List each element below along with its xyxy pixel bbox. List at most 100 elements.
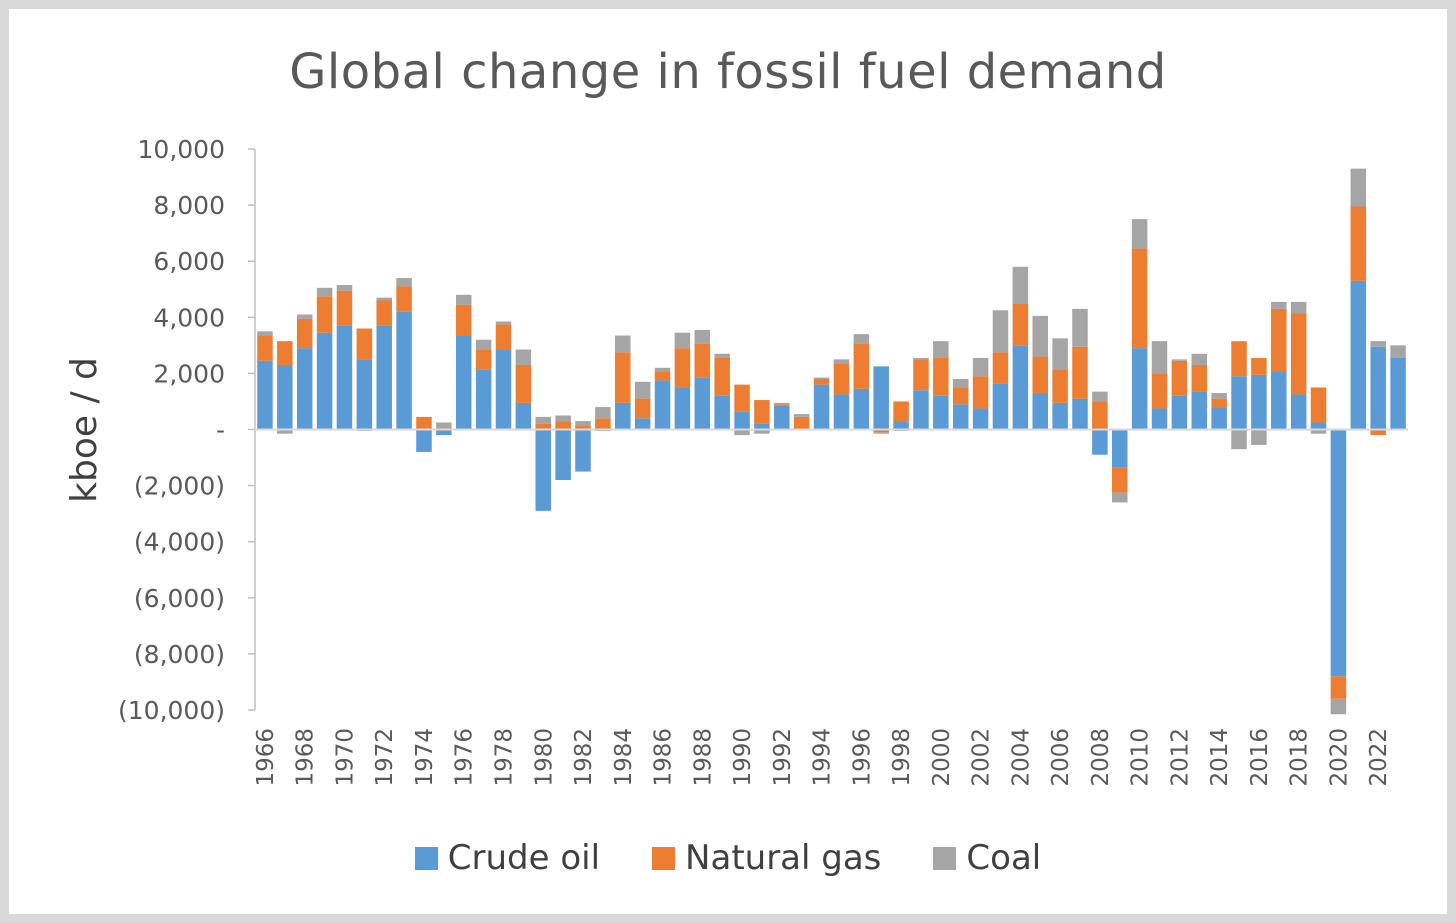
bar-natural-gas-2010 <box>1131 248 1148 349</box>
bar-crude-oil-1998 <box>893 421 909 430</box>
bar-natural-gas-1967 <box>277 341 293 365</box>
x-tick-label: 2018 <box>1287 728 1313 787</box>
y-tick-label: (4,000) <box>134 528 225 557</box>
bar-crude-oil-1975 <box>436 429 452 436</box>
bar-natural-gas-2005 <box>1032 356 1048 394</box>
legend-label-coal: Coal <box>966 838 1042 878</box>
bar-natural-gas-1985 <box>634 398 651 419</box>
y-tick-label: - <box>216 416 225 445</box>
bar-coal-2016 <box>1251 429 1267 445</box>
bar-crude-oil-1994 <box>813 384 830 430</box>
bar-natural-gas-2015 <box>1231 341 1247 377</box>
bar-natural-gas-1997 <box>873 429 889 433</box>
x-tick-label: 1992 <box>770 728 796 787</box>
y-tick-label: 4,000 <box>153 303 225 332</box>
bar-crude-oil-2019 <box>1310 422 1327 430</box>
bar-coal-1999 <box>913 357 929 360</box>
bar-crude-oil-2006 <box>1052 402 1068 430</box>
x-tick-label: 1980 <box>531 728 557 787</box>
bar-crude-oil-2020 <box>1330 429 1347 677</box>
bar-coal-1969 <box>316 287 333 297</box>
bar-crude-oil-2022 <box>1370 346 1386 430</box>
bar-crude-oil-1978 <box>495 349 512 430</box>
bar-natural-gas-2007 <box>1072 346 1088 399</box>
y-tick-label: (10,000) <box>118 696 225 725</box>
bar-natural-gas-1991 <box>754 400 770 424</box>
x-tick-label: 1996 <box>849 728 875 787</box>
bar-coal-1994 <box>813 377 830 380</box>
bar-coal-1985 <box>634 381 651 399</box>
x-tick-label: 1990 <box>730 728 756 787</box>
x-tick-label: 2006 <box>1048 728 1074 787</box>
bar-coal-2006 <box>1052 338 1068 370</box>
bar-crude-oil-1974 <box>416 429 432 452</box>
bar-natural-gas-2008 <box>1092 401 1108 430</box>
x-tick-label: 2022 <box>1366 728 1392 787</box>
bar-crude-oil-1976 <box>455 335 472 430</box>
bar-crude-oil-1984 <box>615 402 631 430</box>
x-tick-label: 1966 <box>253 728 279 787</box>
bar-crude-oil-1982 <box>575 429 591 472</box>
bar-coal-1989 <box>714 353 730 358</box>
bar-coal-1981 <box>555 415 571 422</box>
x-tick-label: 1976 <box>452 728 478 787</box>
bar-crude-oil-2010 <box>1131 348 1148 430</box>
bar-crude-oil-2013 <box>1191 391 1208 430</box>
bar-natural-gas-2020 <box>1330 676 1347 699</box>
x-tick-label: 2004 <box>1008 728 1034 787</box>
bar-coal-2013 <box>1191 353 1208 365</box>
bar-coal-1983 <box>595 407 611 419</box>
x-tick-label: 1994 <box>810 728 836 787</box>
bar-crude-oil-2004 <box>1012 345 1029 430</box>
bar-coal-2017 <box>1271 301 1287 309</box>
bar-natural-gas-2001 <box>952 387 969 405</box>
bar-natural-gas-1990 <box>734 384 750 412</box>
bar-coal-1992 <box>774 402 790 405</box>
bar-crude-oil-2005 <box>1032 393 1048 430</box>
bar-coal-2002 <box>972 357 989 377</box>
bar-natural-gas-1972 <box>376 300 392 326</box>
bar-crude-oil-1981 <box>555 429 571 480</box>
bar-natural-gas-2004 <box>1012 303 1029 346</box>
bar-natural-gas-1981 <box>555 421 571 430</box>
bar-natural-gas-1984 <box>615 352 631 403</box>
bar-coal-1967 <box>277 429 293 434</box>
bar-coal-2023 <box>1390 345 1406 358</box>
bar-natural-gas-1969 <box>316 296 333 333</box>
x-tick-label: 2010 <box>1128 728 1154 787</box>
x-tick-label: 1968 <box>293 728 319 787</box>
bar-coal-1968 <box>296 314 313 319</box>
bar-natural-gas-2000 <box>933 357 949 396</box>
bar-coal-2015 <box>1231 429 1247 450</box>
bar-crude-oil-1987 <box>674 387 691 430</box>
legend-label-crude-oil: Crude oil <box>447 838 601 878</box>
y-axis-title: kboe / d <box>64 357 105 503</box>
bar-natural-gas-1973 <box>396 286 412 312</box>
x-tick-label: 2008 <box>1088 728 1114 787</box>
bar-coal-2003 <box>992 310 1009 353</box>
bar-coal-2018 <box>1290 301 1307 314</box>
x-tick-label: 1972 <box>372 728 398 787</box>
bar-natural-gas-1966 <box>257 335 273 361</box>
bar-natural-gas-1999 <box>913 359 929 391</box>
bar-natural-gas-2011 <box>1151 373 1168 409</box>
bar-crude-oil-1969 <box>316 332 333 430</box>
bar-natural-gas-1987 <box>674 348 691 388</box>
bar-crude-oil-1986 <box>654 380 671 430</box>
bar-crude-oil-1997 <box>873 366 889 430</box>
x-tick-label: 2020 <box>1326 728 1352 787</box>
bar-natural-gas-1993 <box>793 416 810 430</box>
x-tick-label: 2016 <box>1247 728 1273 787</box>
bar-coal-2009 <box>1111 492 1128 503</box>
bar-natural-gas-2018 <box>1290 313 1307 395</box>
bar-crude-oil-1979 <box>515 402 532 430</box>
bar-crude-oil-1999 <box>913 390 929 430</box>
bar-natural-gas-1988 <box>694 343 711 378</box>
bar-crude-oil-2015 <box>1231 376 1247 430</box>
bar-crude-oil-1995 <box>833 394 850 430</box>
bar-coal-1993 <box>793 414 810 417</box>
bar-coal-1977 <box>475 339 492 350</box>
bar-coal-2021 <box>1350 168 1367 207</box>
bar-crude-oil-2018 <box>1290 394 1307 430</box>
